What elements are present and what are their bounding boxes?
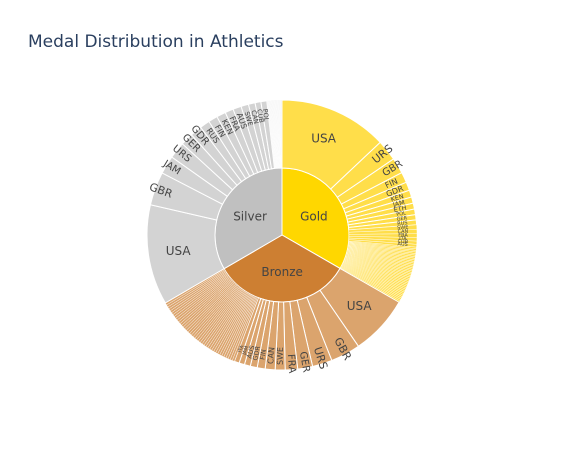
slice-label-bronze-can: CAN [266, 347, 276, 365]
slice-label-bronze-aus: AUS [245, 344, 256, 359]
slice-label-gold-rus: RUS [397, 220, 408, 227]
slice-label-gold-fra: FRA [398, 233, 408, 239]
slice-label-gold-cub: CUB [397, 239, 408, 246]
slice-label-gold-usa: USA [311, 132, 337, 146]
slice-label-gold-jam: JAM [391, 198, 405, 209]
slice-label-bronze: Bronze [261, 265, 303, 279]
slice-label-bronze-ita: ITA [237, 344, 245, 354]
slice-label-bronze-swe: SWE [276, 347, 285, 365]
slice-label-bronze-urs: URS [311, 345, 330, 371]
chart-title: Medal Distribution in Athletics [28, 32, 284, 52]
slice-label-gold-swe: SWE [397, 225, 409, 232]
slice-label-gold-eth: ETH [393, 204, 407, 215]
slice-label-gold-can: CAN [398, 229, 409, 235]
slice-label-silver-swe: SWE [243, 111, 255, 127]
slice-label-silver-cub: CUB [255, 108, 265, 123]
slice-label-gold: Gold [300, 210, 328, 224]
slice-label-silver-usa: USA [166, 244, 192, 258]
slice-label-bronze-jam: JAM [241, 345, 250, 356]
slice-label-bronze-fra: FRA [285, 354, 297, 374]
slice-label-bronze-gdr: GDR [251, 345, 262, 361]
slice-label-bronze-fin: FIN [259, 349, 269, 361]
slice-label-gold-aus: AUS [397, 241, 408, 248]
slice-label-gold-ger: GER [396, 215, 408, 222]
sunburst-slices [146, 99, 418, 371]
slice-label-bronze-ger: GER [297, 351, 311, 374]
slice-label-bronze-usa: USA [347, 299, 373, 313]
slice-label-gold-ita: ITA [399, 236, 407, 242]
slice-label-silver-can: CAN [249, 109, 260, 124]
slice-label-gold-ken: KEN [390, 192, 405, 204]
slice-label-gold-pol: POL [396, 210, 407, 218]
slice-label-silver-pol: POL [261, 108, 271, 122]
slice-label-silver: Silver [233, 210, 267, 224]
